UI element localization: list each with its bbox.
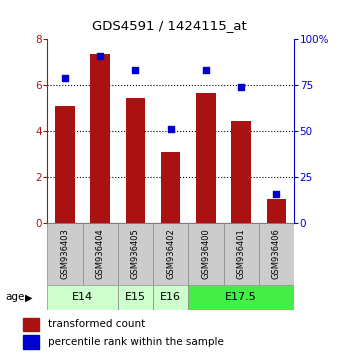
- Bar: [196, 93, 216, 223]
- Bar: [259, 223, 294, 285]
- Bar: [91, 54, 110, 223]
- Text: GSM936401: GSM936401: [237, 229, 246, 279]
- Bar: [126, 98, 145, 223]
- Text: GSM936406: GSM936406: [272, 229, 281, 279]
- Bar: [267, 199, 286, 223]
- Text: GSM936403: GSM936403: [61, 229, 69, 279]
- Point: [168, 126, 173, 132]
- Point: [133, 67, 138, 73]
- Text: E14: E14: [72, 292, 93, 302]
- Text: E15: E15: [125, 292, 146, 302]
- Text: GSM936405: GSM936405: [131, 229, 140, 279]
- Text: GSM936404: GSM936404: [96, 229, 105, 279]
- Point: [203, 67, 209, 73]
- Bar: [55, 105, 75, 223]
- Point: [97, 53, 103, 58]
- Bar: [23, 335, 39, 349]
- Bar: [153, 285, 188, 310]
- Text: E16: E16: [160, 292, 181, 302]
- Bar: [188, 223, 223, 285]
- Point: [274, 191, 279, 196]
- Bar: [161, 152, 180, 223]
- Text: transformed count: transformed count: [48, 319, 146, 329]
- Bar: [47, 223, 82, 285]
- Text: ▶: ▶: [25, 292, 33, 302]
- Bar: [82, 223, 118, 285]
- Bar: [232, 121, 251, 223]
- Text: GSM936402: GSM936402: [166, 229, 175, 279]
- Bar: [47, 285, 118, 310]
- Text: GDS4591 / 1424115_at: GDS4591 / 1424115_at: [92, 19, 246, 33]
- Point: [239, 84, 244, 90]
- Bar: [118, 223, 153, 285]
- Text: GSM936400: GSM936400: [201, 229, 211, 279]
- Text: E17.5: E17.5: [225, 292, 257, 302]
- Bar: [153, 223, 188, 285]
- Bar: [188, 285, 294, 310]
- Bar: [23, 318, 39, 331]
- Point: [62, 75, 68, 80]
- Bar: [118, 285, 153, 310]
- Text: age: age: [5, 292, 24, 302]
- Text: percentile rank within the sample: percentile rank within the sample: [48, 337, 224, 347]
- Bar: [223, 223, 259, 285]
